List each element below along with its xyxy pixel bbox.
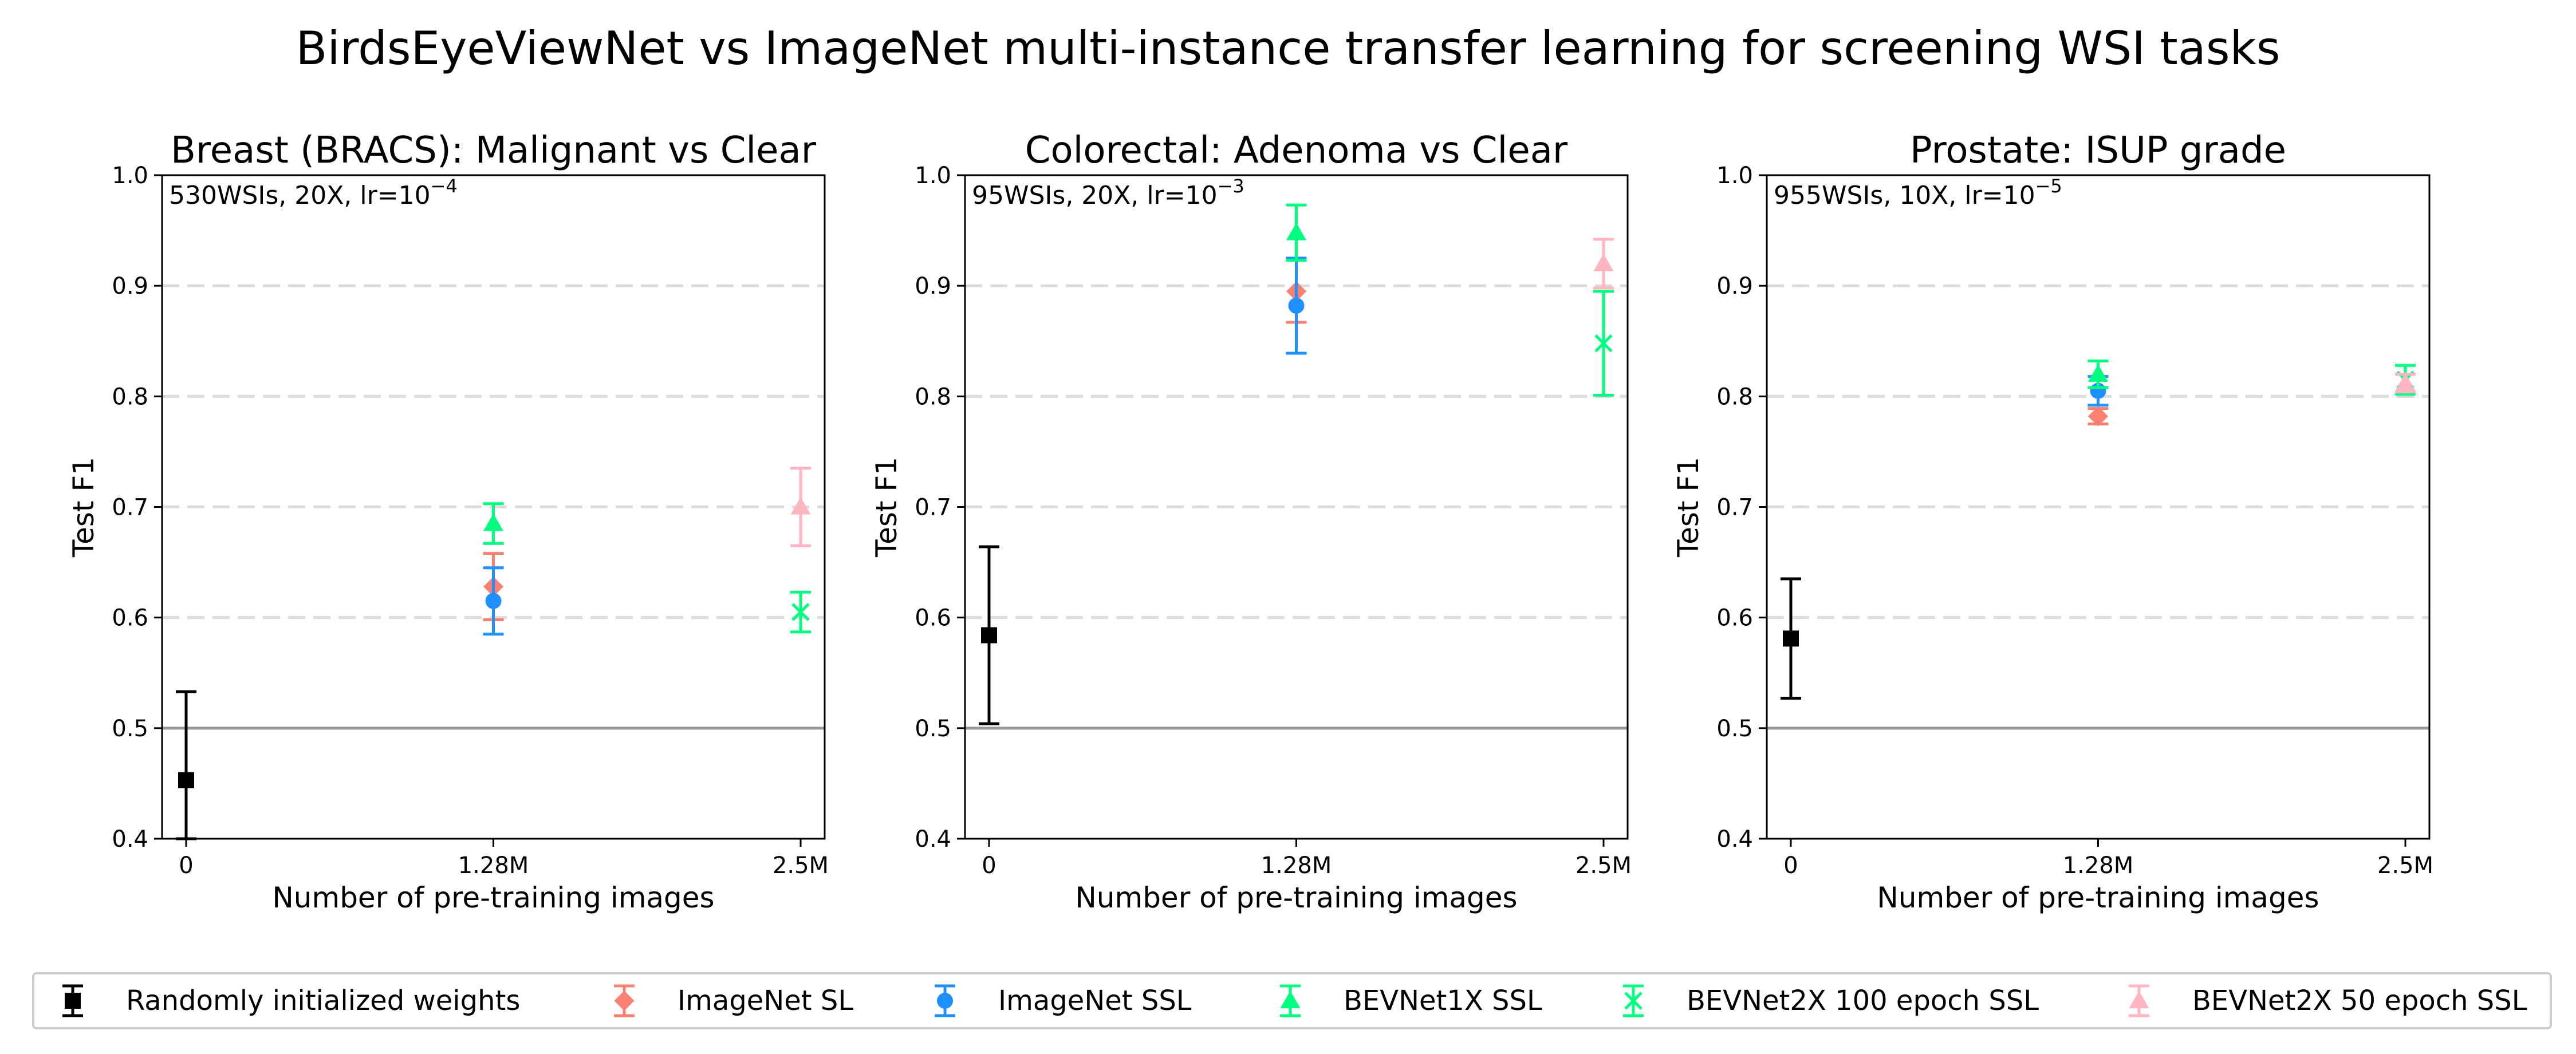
y-tick-label: 0.8: [915, 384, 951, 410]
x-tick-label: 1.28M: [2063, 852, 2134, 879]
y-tick-label: 1.0: [1716, 163, 1753, 189]
y-axis-label: Test F1: [67, 457, 100, 558]
legend-label: ImageNet SL: [678, 985, 853, 1017]
legend-entry-bevnet2x-100-epoch-ssl: BEVNet2X 100 epoch SSL: [1623, 984, 2039, 1017]
point-bevnet1x-ssl: [2087, 360, 2109, 389]
y-tick-label: 0.7: [1716, 495, 1753, 521]
y-axis-label: Test F1: [1672, 457, 1705, 558]
marker-randomly-initialized-weights: [65, 993, 81, 1009]
point-bevnet2x-100-epoch-ssl: [1593, 290, 1614, 397]
legend-entry-bevnet2x-50-epoch-ssl: BEVNet2X 50 epoch SSL: [2129, 984, 2527, 1017]
point-imagenet-ssl: [1286, 256, 1307, 355]
legend-entry-bevnet1x-ssl: BEVNet1X SSL: [1280, 984, 1542, 1017]
legend-label: BEVNet2X 100 epoch SSL: [1687, 985, 2039, 1017]
y-tick-label: 0.9: [1716, 273, 1753, 299]
marker-imagenet-ssl: [485, 593, 502, 609]
x-tick-label: 2.5M: [1575, 852, 1632, 879]
marker-bevnet2x-100-epoch-ssl: [1594, 334, 1613, 353]
panel-annotation: 955WSIs, 10X, lr=10−5: [1774, 175, 2062, 210]
x-tick-label: 1.28M: [1261, 852, 1332, 879]
plot-frame: [161, 174, 826, 840]
x-tick-label: 0: [982, 852, 996, 879]
y-tick-label: 0.7: [112, 495, 148, 521]
marker-bevnet1x-ssl: [2088, 364, 2108, 382]
panel-1: Breast (BRACS): Malignant vs Clear 0.4 0.5…: [67, 129, 829, 914]
y-tick-label: 0.5: [1716, 716, 1753, 742]
marker-bevnet2x-50-epoch-ssl: [2395, 373, 2416, 391]
y-tick-label: 0.9: [112, 273, 148, 299]
y-tick-label: 0.7: [915, 495, 951, 521]
x-tick-label: 2.5M: [2377, 852, 2433, 879]
y-tick-label: 0.9: [915, 273, 951, 299]
y-tick-label: 0.4: [1716, 826, 1753, 852]
y-tick-label: 0.5: [915, 716, 951, 742]
marker-imagenet-sl: [614, 990, 635, 1011]
point-imagenet-sl: [2087, 406, 2109, 427]
panel-annotation: 530WSIs, 20X, lr=10−4: [169, 175, 458, 210]
marker-bevnet2x-100-epoch-ssl: [791, 603, 810, 621]
x-tick-label: 2.5M: [773, 852, 829, 879]
error-bar: [176, 690, 196, 840]
x-tick-label: 1.28M: [458, 852, 529, 879]
legend-label: Randomly initialized weights: [126, 985, 520, 1017]
x-tick-label: 0: [1783, 852, 1798, 879]
point-bevnet2x-50-epoch-ssl: [2395, 373, 2416, 394]
marker-bevnet1x-ssl: [483, 513, 503, 531]
panel-title: Colorectal: Adenoma vs Clear: [1025, 129, 1568, 172]
legend-label: BEVNet1X SSL: [1344, 985, 1542, 1017]
legend-label: ImageNet SSL: [998, 985, 1192, 1017]
x-tick-label: 0: [179, 852, 193, 879]
marker-randomly-initialized-weights: [178, 772, 194, 788]
marker-randomly-initialized-weights: [981, 627, 997, 644]
y-tick-label: 0.5: [112, 716, 148, 742]
panel-annotation: 95WSIs, 20X, lr=10−3: [972, 175, 1244, 210]
point-bevnet2x-100-epoch-ssl: [790, 590, 811, 634]
point-randomly-initialized-weights: [176, 690, 196, 840]
legend-label: BEVNet2X 50 epoch SSL: [2192, 985, 2527, 1017]
legend-entry-imagenet-sl: ImageNet SL: [614, 984, 853, 1017]
y-tick-label: 0.6: [112, 605, 148, 631]
y-tick-label: 0.4: [112, 826, 148, 852]
y-tick-label: 0.6: [915, 605, 951, 631]
x-axis-label: Number of pre-training images: [1075, 881, 1517, 914]
plot-frame: [964, 174, 1629, 840]
y-axis-label: Test F1: [870, 457, 903, 558]
marker-imagenet-ssl: [1288, 297, 1305, 314]
y-tick-label: 1.0: [915, 163, 951, 189]
panel-3: Prostate: ISUP grade 0.4 0.5 0.6 0.7 0.8 0.9 1.…: [1672, 129, 2433, 914]
x-axis-label: Number of pre-training images: [272, 881, 714, 914]
x-axis-label: Number of pre-training images: [1877, 881, 2319, 914]
y-tick-label: 0.4: [915, 826, 951, 852]
point-bevnet2x-50-epoch-ssl: [790, 467, 811, 547]
legend-entry-randomly-initialized-weights: Randomly initialized weights: [62, 984, 520, 1017]
y-tick-label: 0.6: [1716, 605, 1753, 631]
marker-bevnet2x-50-epoch-ssl: [1593, 254, 1614, 271]
marker-imagenet-ssl: [937, 993, 953, 1009]
marker-bevnet1x-ssl: [1280, 990, 1301, 1009]
marker-imagenet-sl: [2088, 406, 2108, 427]
marker-bevnet2x-50-epoch-ssl: [2129, 990, 2149, 1009]
panel-title: Prostate: ISUP grade: [1910, 129, 2286, 172]
panels: Breast (BRACS): Malignant vs Clear 0.4 0.5…: [67, 129, 2433, 914]
point-randomly-initialized-weights: [979, 545, 999, 725]
y-tick-label: 0.8: [112, 384, 148, 410]
y-tick-label: 1.0: [112, 163, 148, 189]
panel-title: Breast (BRACS): Malignant vs Clear: [171, 129, 817, 172]
figure-title: BirdsEyeViewNet vs ImageNet multi-instan…: [296, 22, 2280, 75]
panel-2: Colorectal: Adenoma vs Clear 0.4 0.5 0.6 0.7…: [870, 129, 1632, 914]
point-bevnet1x-ssl: [483, 502, 504, 545]
point-imagenet-ssl: [483, 566, 504, 636]
point-bevnet2x-50-epoch-ssl: [1593, 238, 1614, 290]
marker-randomly-initialized-weights: [1783, 630, 1799, 647]
y-tick-label: 0.8: [1716, 384, 1753, 410]
marker-bevnet1x-ssl: [1286, 222, 1306, 240]
marker-bevnet2x-100-epoch-ssl: [1624, 992, 1643, 1010]
plot-frame: [1766, 174, 2431, 840]
legend-entry-imagenet-ssl: ImageNet SSL: [935, 984, 1192, 1017]
legend: Randomly initialized weights ImageNet SL I…: [32, 972, 2552, 1029]
point-bevnet1x-ssl: [1286, 203, 1307, 262]
marker-bevnet2x-50-epoch-ssl: [790, 497, 811, 515]
point-randomly-initialized-weights: [1781, 577, 1801, 700]
